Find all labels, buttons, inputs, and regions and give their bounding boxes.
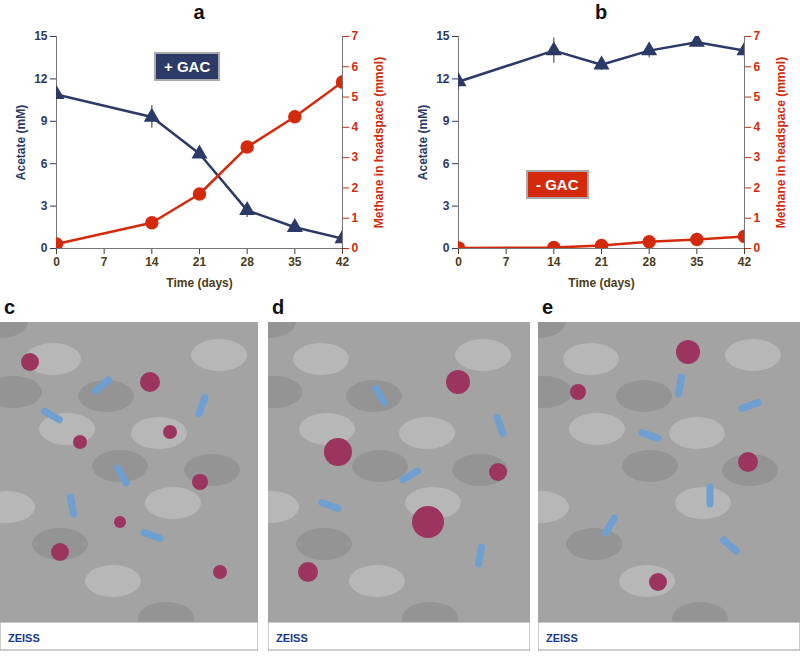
- svg-text:35: 35: [690, 255, 704, 269]
- svg-text:5: 5: [352, 90, 359, 104]
- svg-text:3: 3: [443, 199, 450, 213]
- svg-text:42: 42: [738, 255, 752, 269]
- svg-text:Methane in headspace (mmol): Methane in headspace (mmol): [774, 57, 788, 228]
- svg-text:2: 2: [754, 181, 761, 195]
- svg-text:ZEISS: ZEISS: [546, 632, 578, 644]
- html-text:e: e: [542, 296, 554, 318]
- svg-text:6: 6: [41, 157, 48, 171]
- svg-text:6: 6: [352, 60, 359, 74]
- svg-text:15: 15: [34, 29, 48, 43]
- svg-text:4: 4: [352, 120, 359, 134]
- svg-text:ZEISS: ZEISS: [8, 632, 40, 644]
- svg-text:0: 0: [53, 255, 60, 269]
- svg-text:7: 7: [503, 255, 510, 269]
- html-text:+ GAC: + GAC: [164, 58, 211, 75]
- svg-text:12: 12: [436, 72, 450, 86]
- svg-text:7: 7: [101, 255, 108, 269]
- svg-text:4: 4: [754, 120, 761, 134]
- svg-text:3: 3: [352, 150, 359, 164]
- svg-text:28: 28: [642, 255, 656, 269]
- svg-text:1: 1: [352, 211, 359, 225]
- svg-text:28: 28: [240, 255, 254, 269]
- html-text:- GAC: - GAC: [536, 176, 579, 193]
- svg-text:Acetate (mM): Acetate (mM): [14, 105, 28, 180]
- svg-text:12: 12: [34, 72, 48, 86]
- svg-text:3: 3: [754, 150, 761, 164]
- svg-text:0: 0: [443, 241, 450, 255]
- html-text:b: b: [594, 1, 608, 23]
- svg-text:0: 0: [41, 241, 48, 255]
- svg-text:9: 9: [41, 114, 48, 128]
- svg-text:3: 3: [41, 199, 48, 213]
- svg-text:0: 0: [352, 241, 359, 255]
- svg-text:35: 35: [288, 255, 302, 269]
- svg-text:14: 14: [547, 255, 561, 269]
- svg-text:7: 7: [754, 29, 761, 43]
- svg-text:Time (days): Time (days): [568, 276, 634, 290]
- html-text:d: d: [272, 296, 285, 318]
- svg-text:14: 14: [145, 255, 159, 269]
- svg-text:Acetate (mM): Acetate (mM): [416, 105, 430, 180]
- html-text:c: c: [4, 296, 16, 318]
- svg-text:1: 1: [754, 211, 761, 225]
- html-text:a: a: [193, 1, 205, 23]
- svg-text:6: 6: [443, 157, 450, 171]
- svg-text:42: 42: [336, 255, 350, 269]
- svg-text:21: 21: [193, 255, 207, 269]
- svg-text:5: 5: [754, 90, 761, 104]
- svg-text:ZEISS: ZEISS: [276, 632, 308, 644]
- svg-text:2: 2: [352, 181, 359, 195]
- svg-text:0: 0: [455, 255, 462, 269]
- svg-text:0: 0: [754, 241, 761, 255]
- svg-text:Time (days): Time (days): [166, 276, 232, 290]
- svg-text:21: 21: [595, 255, 609, 269]
- svg-text:7: 7: [352, 29, 359, 43]
- svg-text:15: 15: [436, 29, 450, 43]
- svg-text:9: 9: [443, 114, 450, 128]
- svg-text:6: 6: [754, 60, 761, 74]
- svg-text:Methane in headspace (mmol): Methane in headspace (mmol): [372, 57, 386, 228]
